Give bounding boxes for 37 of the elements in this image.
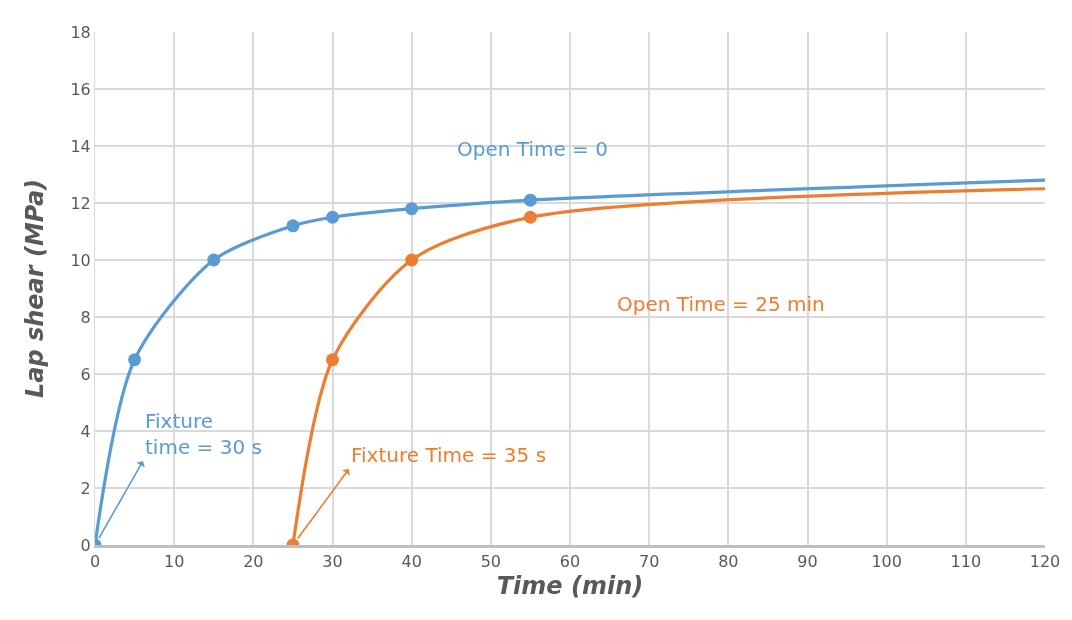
x-tick-label: 40 [401,551,422,571]
x-tick-label: 20 [243,551,264,571]
y-tick-label: 18 [70,22,91,42]
annotation: Fixture Time = 35 s [351,443,547,467]
series-label: Open Time = 0 [457,137,608,161]
point [405,202,419,216]
point [128,353,142,367]
point [326,210,339,224]
y-tick-label: 16 [70,79,91,99]
y-tick-label: 14 [70,136,91,156]
point [326,353,339,367]
annotation: Fixture time = 30 s [145,409,262,459]
x-tick-label: 30 [322,551,343,571]
x-tick-label: 110 [950,551,982,571]
y-tick-label: 2 [80,478,91,498]
x-axis-title: Time (min) [496,572,644,601]
x-tick-label: 60 [559,551,581,571]
point [207,253,221,267]
y-tick-label: 0 [80,535,91,555]
y-tick-label: 6 [80,364,91,384]
x-tick-label: 80 [718,551,739,571]
x-tick-label: 100 [871,551,902,571]
x-tick-label: 90 [797,551,818,571]
point [523,210,537,224]
y-tick-label: 4 [80,421,91,441]
y-tick-label: 12 [70,193,91,213]
point [523,193,537,207]
x-tick-label: 50 [480,551,502,571]
y-tick-label: 8 [80,307,91,327]
point [286,219,300,233]
point [405,253,419,267]
x-tick-label: 70 [638,551,660,571]
x-tick-label: 120 [1029,551,1061,571]
y-tick-label: 10 [70,250,91,270]
text: Open Time = 25 min [617,292,825,316]
y-axis-title: Lap shear (MPa) [20,178,49,399]
x-tick-label: 10 [163,551,185,571]
